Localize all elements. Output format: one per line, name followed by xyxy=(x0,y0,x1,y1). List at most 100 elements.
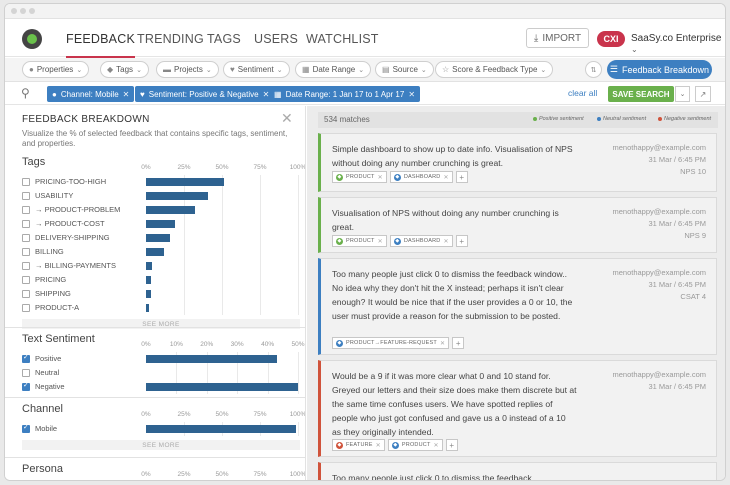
checkbox[interactable] xyxy=(22,261,30,270)
tab-trending[interactable]: TRENDING xyxy=(137,32,204,46)
app-logo[interactable] xyxy=(22,29,42,49)
tab-users[interactable]: USERS xyxy=(254,32,299,46)
save-search-button[interactable]: SAVE SEARCH xyxy=(608,86,674,102)
checkbox[interactable] xyxy=(22,353,30,363)
breakdown-row[interactable]: BILLING xyxy=(22,247,64,256)
breakdown-row[interactable]: → PRODUCT-COST xyxy=(22,219,105,228)
cxi-badge[interactable]: CXI xyxy=(597,31,625,47)
import-button[interactable]: ⤓ IMPORT xyxy=(526,28,589,48)
checkbox[interactable] xyxy=(22,303,30,312)
feedback-card[interactable]: Too many people just click 0 to dismiss … xyxy=(318,258,717,355)
list-icon: ☰ xyxy=(609,64,618,74)
checkbox[interactable] xyxy=(22,423,30,433)
checkbox[interactable] xyxy=(22,205,30,214)
breakdown-row[interactable]: → PRODUCT-PROBLEM xyxy=(22,205,120,214)
active-filter-chip[interactable]: ▦ Date Range: 1 Jan 17 to 1 Apr 17 ✕ xyxy=(269,86,421,102)
document-icon: ▤ xyxy=(382,65,390,74)
see-more-button[interactable]: SEE MORE xyxy=(22,440,300,450)
breakdown-row[interactable]: PRODUCT-A xyxy=(22,303,79,312)
tag-chip[interactable]: ◆ PRODUCT ✕ xyxy=(332,171,387,183)
close-icon[interactable]: ✕ xyxy=(443,174,449,181)
close-icon[interactable]: ✕ xyxy=(377,238,383,245)
checkbox[interactable] xyxy=(22,368,30,377)
breakdown-row[interactable]: SHIPPING xyxy=(22,289,71,298)
see-more-button[interactable]: SEE MORE xyxy=(22,319,300,329)
chevron-down-icon: ⌄ xyxy=(540,66,547,74)
tag-chip[interactable]: ◆ DASHBOARD ✕ xyxy=(389,171,453,183)
section-title-text-sentiment: Text Sentiment xyxy=(22,333,95,345)
tag-chip[interactable]: ◆ PRODUCT ✕ xyxy=(387,439,443,451)
breakdown-row[interactable]: → BILLING-PAYMENTS xyxy=(22,261,116,270)
filter-properties[interactable]: ● Properties ⌄ xyxy=(22,61,90,78)
timestamp: 31 Mar / 6:45 PM xyxy=(648,382,706,391)
active-filter-chip[interactable]: ● Channel: Mobile ✕ xyxy=(47,86,135,102)
tag-chip[interactable]: ◆ FEATURE ✕ xyxy=(332,439,385,451)
active-filter-chip[interactable]: ♥ Sentiment: Positive & Negative ✕ xyxy=(135,86,275,102)
add-tag-button[interactable]: + xyxy=(455,171,468,183)
window-close-dot[interactable] xyxy=(11,8,17,14)
breakdown-row[interactable]: USABILITY xyxy=(22,191,73,200)
window-minimize-dot[interactable] xyxy=(20,8,26,14)
user-email[interactable]: menothappy@example.com xyxy=(612,268,707,277)
tab-tags[interactable]: TAGS xyxy=(207,32,241,46)
sort-button[interactable]: ⇅ xyxy=(585,61,602,78)
checkbox[interactable] xyxy=(22,289,30,298)
share-button[interactable]: ↗ xyxy=(695,86,711,102)
feedback-card[interactable]: Too many people just click 0 to dismiss … xyxy=(318,462,717,480)
user-email[interactable]: menothappy@example.com xyxy=(612,207,707,216)
filter-sentiment[interactable]: ♥ Sentiment ⌄ xyxy=(223,61,290,78)
tag-chip[interactable]: ◆ DASHBOARD ✕ xyxy=(389,235,453,247)
close-icon[interactable]: ✕ xyxy=(377,174,383,181)
clear-all-link[interactable]: clear all xyxy=(568,88,598,98)
filter-label: Projects xyxy=(174,65,203,74)
section-divider xyxy=(5,397,305,398)
checkbox[interactable] xyxy=(22,275,30,284)
checkbox[interactable] xyxy=(22,191,30,200)
feedback-breakdown-button[interactable]: ☰ Feedback Breakdown xyxy=(607,60,712,79)
close-icon[interactable]: ✕ xyxy=(375,442,381,449)
close-icon[interactable]: ✕ xyxy=(443,238,449,245)
close-icon[interactable]: ✕ xyxy=(281,110,293,126)
checkbox[interactable] xyxy=(22,247,30,256)
breakdown-row[interactable]: Negative xyxy=(22,381,65,391)
save-search-dropdown[interactable]: ⌄ xyxy=(675,86,690,102)
tab-feedback[interactable]: FEEDBACK xyxy=(66,32,135,58)
tag-icon: ◆ xyxy=(336,237,343,245)
checkbox[interactable] xyxy=(22,381,30,391)
filter-tags[interactable]: ◆ Tags ⌄ xyxy=(100,61,149,78)
add-tag-button[interactable]: + xyxy=(455,235,468,247)
feedback-card[interactable]: Would be a 9 if it was more clear what 0… xyxy=(318,360,717,457)
breakdown-row[interactable]: Neutral xyxy=(22,368,59,377)
gridline xyxy=(222,175,223,315)
user-email[interactable]: menothappy@example.com xyxy=(612,370,707,379)
breakdown-row[interactable]: Positive xyxy=(22,353,61,363)
breakdown-row[interactable]: Mobile xyxy=(22,423,57,433)
breakdown-row[interactable]: PRICING-TOO-HIGH xyxy=(22,177,106,186)
window-zoom-dot[interactable] xyxy=(29,8,35,14)
checkbox[interactable] xyxy=(22,233,30,242)
feedback-card[interactable]: Visualisation of NPS without doing any n… xyxy=(318,197,717,253)
close-icon[interactable]: ✕ xyxy=(262,89,270,99)
close-icon[interactable]: ✕ xyxy=(433,442,439,449)
org-switcher[interactable]: SaaSy.co Enterprise ⌄ xyxy=(631,33,725,55)
close-icon[interactable]: ✕ xyxy=(122,89,130,99)
filter-date-range[interactable]: ▦ Date Range ⌄ xyxy=(295,61,372,78)
filter-score-feedback-type[interactable]: ☆ Score & Feedback Type ⌄ xyxy=(435,61,554,78)
breakdown-row[interactable]: PRICING xyxy=(22,275,66,284)
add-tag-button[interactable]: + xyxy=(452,337,465,349)
add-tag-button[interactable]: + xyxy=(445,439,458,451)
checkbox[interactable] xyxy=(22,177,30,186)
feedback-card[interactable]: Simple dashboard to show up to date info… xyxy=(318,133,717,192)
chevron-down-icon: ⌄ xyxy=(420,66,427,74)
breakdown-row[interactable]: DELIVERY-SHIPPING xyxy=(22,233,110,242)
tab-watchlist[interactable]: WATCHLIST xyxy=(306,32,379,46)
tag-chip[interactable]: ◆ PRODUCT→FEATURE-REQUEST ✕ xyxy=(332,337,450,349)
filter-source[interactable]: ▤ Source ⌄ xyxy=(375,61,434,78)
checkbox[interactable] xyxy=(22,219,30,228)
close-icon[interactable]: ✕ xyxy=(408,89,416,99)
filter-projects[interactable]: ▬ Projects ⌄ xyxy=(156,61,219,78)
user-email[interactable]: menothappy@example.com xyxy=(612,143,707,152)
tag-chip[interactable]: ◆ PRODUCT ✕ xyxy=(332,235,387,247)
search-icon[interactable]: ⚲ xyxy=(21,86,30,100)
close-icon[interactable]: ✕ xyxy=(439,340,446,347)
